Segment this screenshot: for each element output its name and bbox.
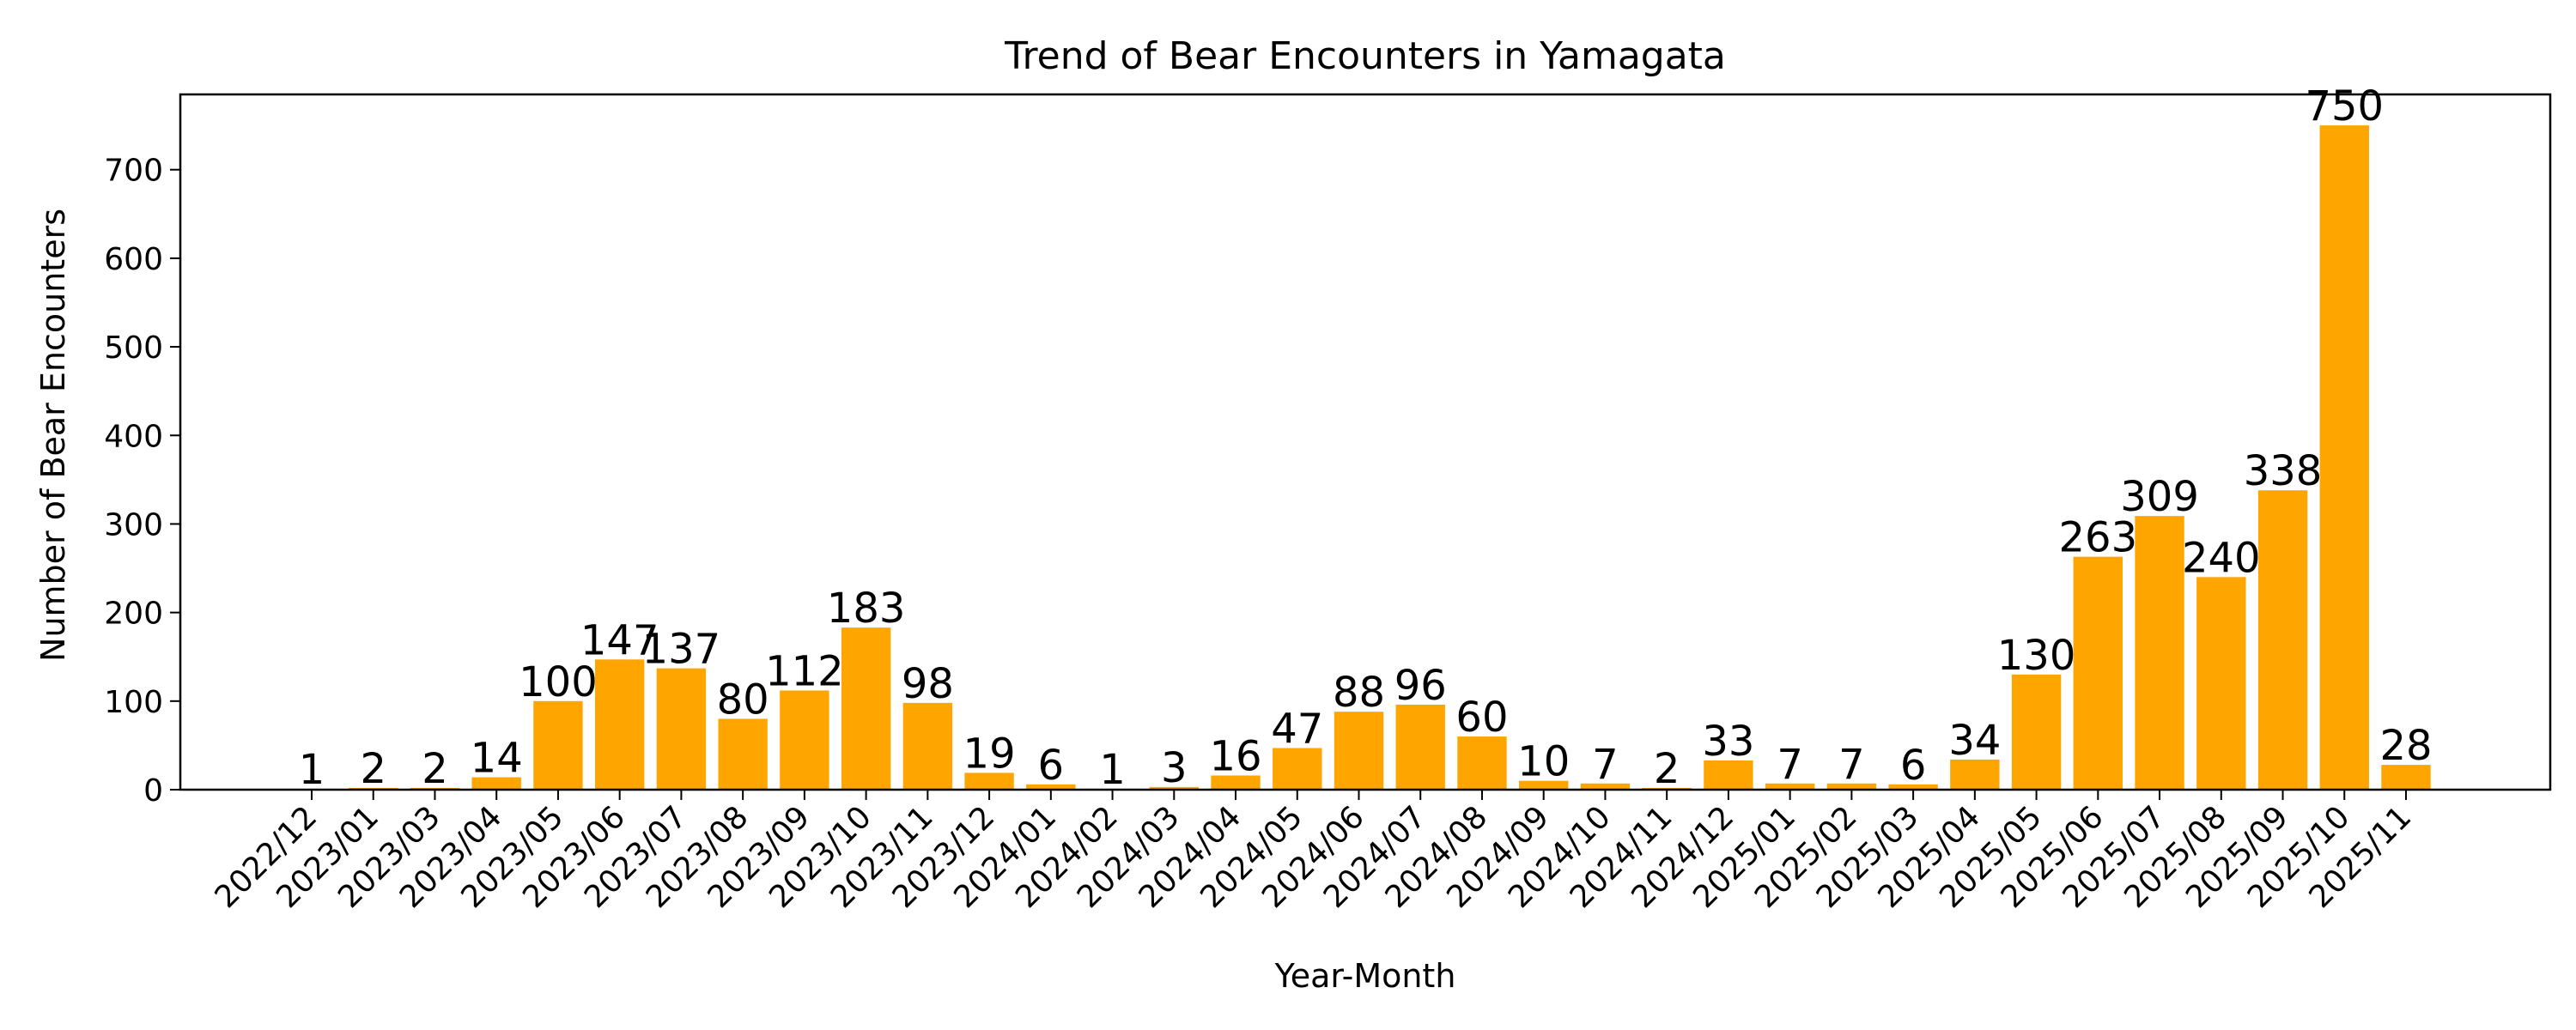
bar-2025-04 [1950, 759, 2000, 790]
bar-2024-09 [1519, 780, 1569, 790]
bar-2023-09 [780, 690, 829, 790]
plot-frame [179, 93, 2552, 791]
value-label-2023-08: 80 [717, 676, 769, 724]
value-label-2024-12: 33 [1702, 718, 1754, 766]
bar-2024-05 [1273, 748, 1322, 790]
value-label-2023-09: 112 [765, 647, 844, 695]
y-tick-label: 0 [143, 773, 163, 809]
y-tick-label: 500 [104, 330, 163, 366]
value-label-2024-11: 2 [1654, 745, 1680, 793]
bar-2025-11 [2381, 765, 2431, 790]
bar-2025-06 [2073, 556, 2123, 790]
bar-2023-07 [656, 668, 707, 790]
y-tick-label: 100 [104, 685, 163, 720]
bar-2024-07 [1395, 704, 1445, 790]
value-label-2025-02: 7 [1838, 741, 1865, 789]
value-label-2024-04: 16 [1209, 732, 1261, 780]
bar-2025-09 [2257, 490, 2308, 790]
bar-2023-04 [471, 777, 521, 790]
bar-2024-08 [1457, 736, 1507, 790]
value-label-2025-10: 750 [2305, 82, 2384, 130]
y-tick-label: 300 [104, 507, 163, 542]
bar-2024-01 [1026, 784, 1076, 790]
value-label-2024-07: 96 [1394, 662, 1447, 710]
value-label-2024-06: 88 [1333, 669, 1385, 717]
value-label-2023-07: 137 [642, 626, 721, 674]
bar-2025-05 [2011, 674, 2062, 790]
bar-2024-06 [1334, 712, 1384, 790]
value-label-2024-10: 7 [1592, 741, 1619, 789]
value-label-2024-01: 6 [1038, 742, 1065, 790]
value-label-2023-04: 14 [471, 735, 523, 783]
value-label-2023-05: 100 [519, 658, 598, 706]
y-tick-label: 200 [104, 597, 163, 632]
value-label-2025-09: 338 [2244, 447, 2323, 495]
bar-2024-04 [1211, 775, 1261, 790]
bar-2024-10 [1580, 783, 1631, 790]
value-label-2025-11: 28 [2379, 722, 2432, 770]
bar-2025-08 [2196, 577, 2246, 790]
value-label-2025-07: 309 [2120, 473, 2199, 521]
value-label-2023-01: 2 [360, 745, 386, 793]
bar-2025-07 [2135, 516, 2184, 790]
value-label-2023-10: 183 [827, 585, 906, 633]
value-label-2025-08: 240 [2182, 534, 2261, 582]
bar-2023-05 [533, 700, 583, 790]
bars-group [287, 125, 2431, 791]
bar-2024-03 [1149, 786, 1199, 790]
bar-2025-03 [1888, 784, 1938, 790]
y-axis-label: Number of Bear Encounters [34, 209, 72, 662]
value-label-2022-12: 1 [299, 746, 325, 794]
x-axis-ticks: 2022/122023/012023/032023/042023/052023/… [209, 790, 2418, 915]
value-label-2025-01: 7 [1777, 741, 1803, 789]
bar-2025-02 [1826, 783, 1877, 790]
value-label-2024-05: 47 [1271, 706, 1323, 754]
value-label-2024-03: 3 [1161, 744, 1188, 792]
chart-title: Trend of Bear Encounters in Yamagata [1004, 34, 1726, 78]
bar-2024-12 [1704, 760, 1753, 790]
y-tick-label: 600 [104, 242, 163, 277]
value-label-2025-05: 130 [1997, 632, 2076, 680]
y-tick-label: 400 [104, 419, 163, 454]
value-label-2024-09: 10 [1517, 738, 1570, 786]
bar-2025-10 [2319, 125, 2369, 791]
y-tick-label: 700 [104, 154, 163, 189]
bar-2023-12 [964, 772, 1014, 790]
bar-2023-06 [594, 659, 645, 790]
bar-2023-08 [718, 718, 768, 790]
value-label-2025-06: 263 [2059, 514, 2138, 562]
value-label-2024-02: 1 [1099, 746, 1126, 794]
bar-2023-11 [902, 702, 953, 790]
value-label-2025-04: 34 [1948, 717, 2001, 765]
value-label-2025-03: 6 [1900, 742, 1927, 790]
value-label-2023-06: 147 [580, 616, 659, 664]
value-label-2024-08: 60 [1455, 694, 1508, 742]
bar-2025-01 [1765, 783, 1815, 790]
value-label-2023-12: 19 [963, 730, 1016, 778]
x-axis-label: Year-Month [1274, 957, 1456, 995]
y-axis-ticks: 0 100 200 300 400 500 600 700 [104, 154, 180, 809]
bar-2023-10 [841, 627, 891, 790]
value-label-2023-11: 98 [902, 660, 954, 708]
value-label-2023-03: 2 [422, 745, 448, 793]
